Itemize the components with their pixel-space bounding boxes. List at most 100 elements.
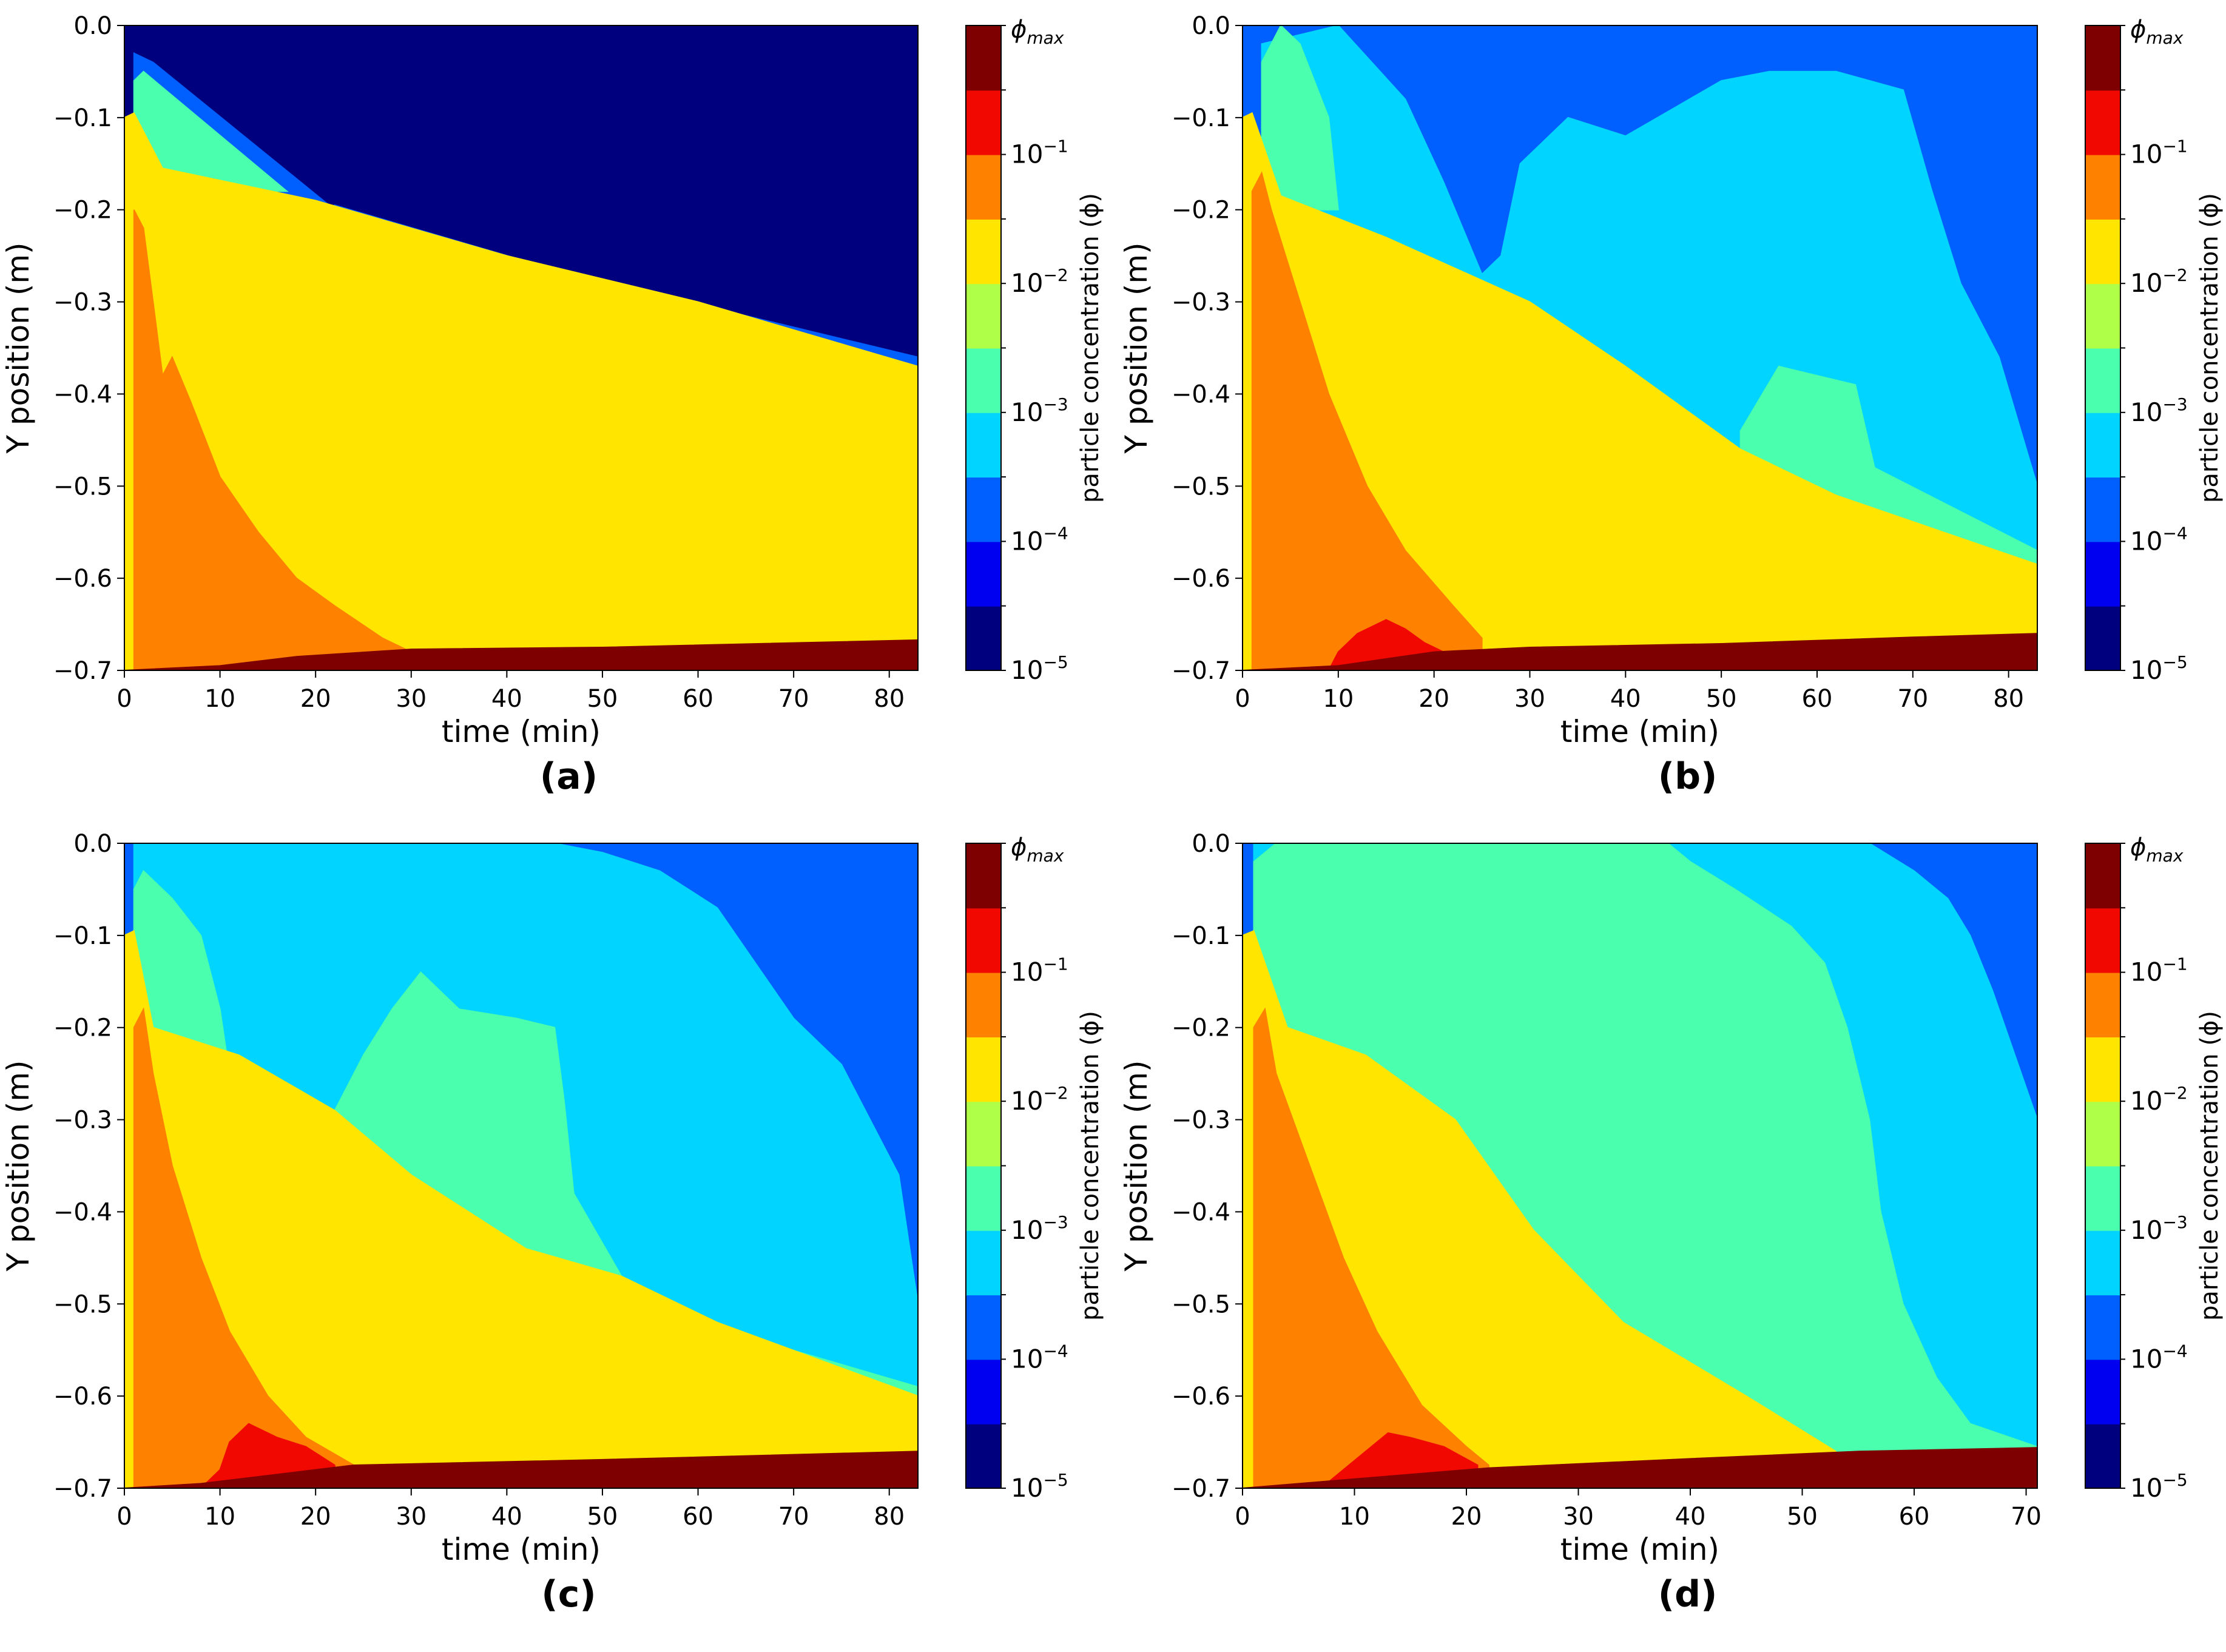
x-tick-label: 30 (1514, 685, 1545, 713)
colorbar-tick-label: 10−2 (2130, 1083, 2188, 1116)
x-tick-label: 80 (874, 685, 905, 713)
colorbar-segment (2085, 541, 2120, 607)
colorbar-segment (2085, 908, 2120, 973)
colorbar-tick-label: 10−1 (2130, 954, 2188, 987)
colorbar-segment (966, 1295, 1001, 1360)
x-tick-label: 0 (116, 685, 132, 713)
colorbar-max-label: ϕmax (2130, 16, 2184, 48)
colorbar-label: particle concentration (ϕ) (2196, 193, 2224, 503)
y-tick-label: −0.6 (1172, 565, 1230, 593)
panel-c: 0 10 20 30 40 50 60 70 80 0.0 −0.1 −0.2 −0.3 −0.4 −0.5… (1, 830, 1104, 1616)
y-tick-label: −0.3 (53, 1107, 112, 1134)
y-tick-label: −0.7 (53, 1475, 112, 1503)
colorbar-segment (2085, 90, 2120, 155)
x-tick-label: 50 (1787, 1503, 1818, 1531)
x-tick-label: 10 (204, 1503, 235, 1531)
colorbar-segment (2085, 1036, 2120, 1102)
y-tick-label: −0.5 (1172, 473, 1230, 501)
x-tick-label: 10 (204, 685, 235, 713)
colorbar-segment (966, 283, 1001, 349)
panel-caption: (d) (1658, 1573, 1718, 1616)
axes-frame (124, 25, 919, 671)
y-tick-label: −0.5 (53, 1290, 112, 1318)
colorbar-tick-label: 10−4 (2130, 1341, 2188, 1374)
colorbar-segment (2085, 25, 2120, 91)
x-tick-label: 30 (396, 1503, 427, 1531)
x-axis-label: time (min) (442, 1532, 601, 1567)
x-tick-label: 20 (300, 1503, 331, 1531)
colorbar-segment (2085, 283, 2120, 349)
colorbar-segment (2085, 1230, 2120, 1296)
colorbar-label: particle concentration (ϕ) (2196, 1011, 2224, 1321)
colorbar-segment (2085, 843, 2120, 909)
y-tick-label: −0.1 (53, 104, 112, 132)
colorbar-segment (966, 1036, 1001, 1102)
y-tick-label: −0.4 (1172, 1198, 1230, 1226)
y-tick-label: −0.4 (53, 1198, 112, 1226)
panel-caption: (a) (540, 755, 598, 798)
colorbar-segment (2085, 348, 2120, 413)
y-tick-label: −0.7 (1172, 657, 1230, 685)
panel-a: 0 10 20 30 40 50 60 70 80 0.0 −0.1 −0.2 −0.3 −0.4 −0.5… (1, 12, 1104, 798)
y-tick-label: 0.0 (1192, 830, 1230, 858)
colorbar-tick-label: 10−3 (2130, 394, 2188, 427)
x-tick-label: 50 (587, 1503, 618, 1531)
x-tick-label: 40 (1675, 1503, 1706, 1531)
y-tick-label: 0.0 (1192, 12, 1230, 40)
x-tick-label: 60 (1899, 1503, 1930, 1531)
y-tick-label: −0.4 (53, 380, 112, 408)
y-tick-label: −0.6 (53, 1383, 112, 1411)
axes-frame (1242, 843, 2038, 1489)
y-axis-label: Y position (m) (1119, 1060, 1154, 1272)
panel-caption: (b) (1658, 755, 1718, 798)
colorbar-max-label: ϕmax (2130, 834, 2184, 866)
colorbar-segment (966, 477, 1001, 542)
colorbar-segment (966, 348, 1001, 413)
y-tick-label: −0.4 (1172, 380, 1230, 408)
y-axis-label: Y position (m) (1, 1060, 36, 1272)
colorbar-segment (966, 1230, 1001, 1296)
colorbar-segment (2085, 218, 2120, 285)
colorbar-tick-label: 10−4 (1011, 1341, 1068, 1374)
y-tick-label: −0.7 (53, 657, 112, 685)
y-tick-label: −0.1 (53, 922, 112, 950)
x-tick-label: 30 (396, 685, 427, 713)
colorbar-segment (2085, 1295, 2120, 1360)
x-tick-label: 70 (778, 1503, 809, 1531)
x-tick-label: 40 (491, 685, 522, 713)
colorbar-segment (2085, 154, 2120, 220)
colorbar-segment (966, 843, 1001, 909)
colorbar-tick-label: 10−2 (2130, 265, 2188, 298)
x-tick-label: 50 (587, 685, 618, 713)
y-tick-label: −0.2 (53, 1014, 112, 1042)
colorbar-tick-label: 10−2 (1011, 265, 1068, 298)
x-tick-label: 40 (491, 1503, 522, 1531)
y-tick-label: −0.5 (1172, 1290, 1230, 1318)
colorbar-segment (966, 1359, 1001, 1424)
x-tick-label: 0 (116, 1503, 132, 1531)
x-tick-label: 20 (1418, 685, 1449, 713)
colorbar-tick-label: 10−3 (1011, 394, 1068, 427)
colorbar-segment (2085, 1165, 2120, 1231)
x-axis-label: time (min) (1560, 714, 1719, 749)
colorbar-tick-label: 10−5 (1011, 1470, 1068, 1503)
colorbar-tick-label: 10−4 (2130, 523, 2188, 556)
y-tick-label: −0.2 (1172, 197, 1230, 224)
colorbar-segment (966, 972, 1001, 1037)
x-tick-label: 50 (1706, 685, 1737, 713)
panel-d: 0 10 20 30 40 50 60 70 0.0 −0.1 −0.2 −0.3 −0.4 −0.5 −0… (1119, 830, 2224, 1616)
y-tick-label: −0.1 (1172, 104, 1230, 132)
colorbar-segment (966, 1165, 1001, 1231)
y-tick-label: −0.6 (53, 565, 112, 593)
x-tick-label: 20 (1451, 1503, 1482, 1531)
y-tick-label: −0.1 (1172, 922, 1230, 950)
x-tick-label: 0 (1235, 685, 1250, 713)
y-tick-label: 0.0 (73, 830, 112, 858)
x-tick-label: 30 (1563, 1503, 1594, 1531)
colorbar-tick-label: 10−2 (1011, 1083, 1068, 1116)
x-tick-label: 70 (2011, 1503, 2042, 1531)
colorbar-segment (2085, 477, 2120, 542)
y-tick-label: −0.3 (53, 289, 112, 317)
x-tick-label: 0 (1235, 1503, 1250, 1531)
x-tick-label: 80 (874, 1503, 905, 1531)
